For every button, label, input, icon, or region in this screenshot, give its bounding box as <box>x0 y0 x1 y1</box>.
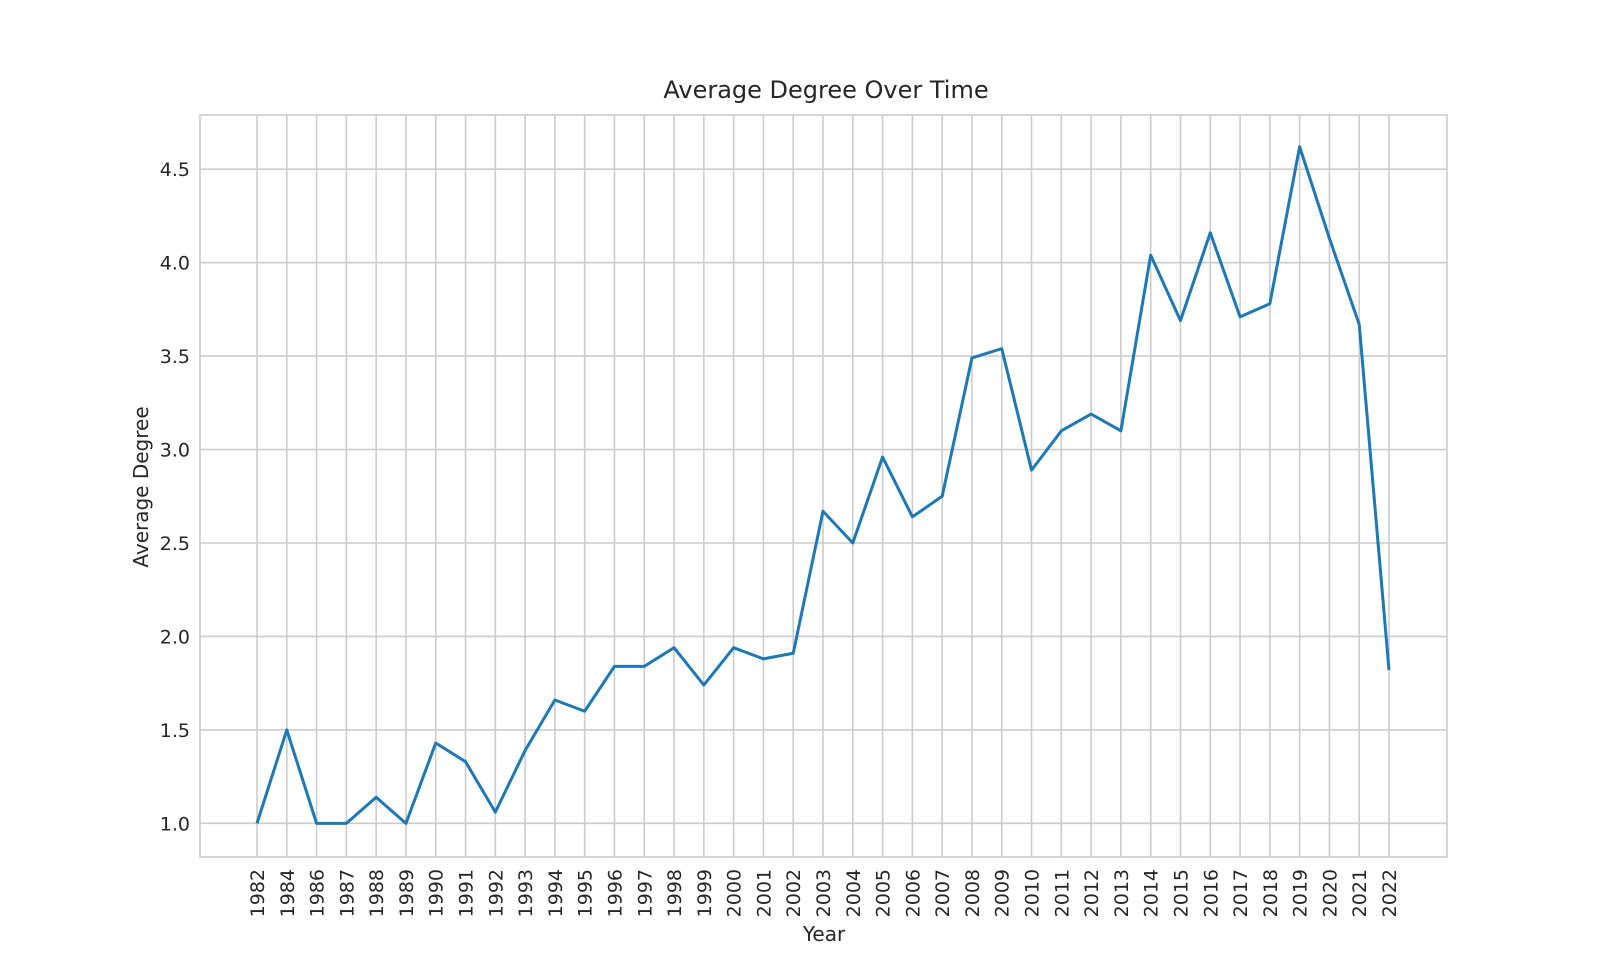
x-tick-label: 2000 <box>724 869 746 917</box>
y-tick-label: 4.0 <box>160 253 190 275</box>
data-point <box>1119 429 1122 432</box>
x-tick-label: 2001 <box>753 869 775 917</box>
x-tick-label: 2007 <box>932 869 954 917</box>
data-point <box>315 822 318 825</box>
data-point <box>1298 145 1301 148</box>
x-tick-label: 2022 <box>1379 869 1401 917</box>
series-layer <box>255 145 1391 825</box>
x-tick-label: 2006 <box>902 869 924 917</box>
data-point <box>1388 669 1391 672</box>
y-tick-label: 1.5 <box>160 720 190 742</box>
data-point <box>1030 469 1033 472</box>
x-tick-label: 1992 <box>485 869 507 917</box>
x-tick-label: 2019 <box>1290 869 1312 917</box>
x-tick-label: 2014 <box>1141 869 1163 917</box>
y-tick-labels: 1.0 1.5 2.0 2.5 3.0 3.5 4.0 4.5 <box>160 159 190 835</box>
x-tick-label: 1984 <box>277 869 299 917</box>
grid-lines <box>200 115 1447 857</box>
x-tick-label: 2005 <box>873 869 895 917</box>
x-tick-label: 1990 <box>426 869 448 917</box>
x-tick-label: 2015 <box>1170 869 1192 917</box>
data-point <box>1328 237 1331 240</box>
data-point <box>643 665 646 668</box>
data-point <box>494 811 497 814</box>
chart-title: Average Degree Over Time <box>663 76 988 104</box>
x-tick-label: 1987 <box>336 869 358 917</box>
x-tick-label: 1994 <box>545 869 567 917</box>
data-point <box>345 822 348 825</box>
data-point <box>851 542 854 545</box>
series-line <box>255 145 1391 825</box>
x-tick-label: 2003 <box>813 869 835 917</box>
x-tick-label: 1996 <box>604 869 626 917</box>
x-tick-label: 1998 <box>664 869 686 917</box>
data-point <box>1239 315 1242 318</box>
data-point <box>970 356 973 359</box>
x-tick-label: 2010 <box>1022 869 1044 917</box>
data-point <box>553 699 556 702</box>
x-tick-label: 1989 <box>396 869 418 917</box>
data-point <box>702 684 705 687</box>
data-point <box>256 822 259 825</box>
x-tick-label: 2012 <box>1081 869 1103 917</box>
x-tick-label: 2011 <box>1051 869 1073 917</box>
x-tick-label: 2018 <box>1260 869 1282 917</box>
x-tick-label: 2016 <box>1200 869 1222 917</box>
data-point <box>673 646 676 649</box>
x-tick-label: 2004 <box>843 869 865 917</box>
x-tick-label: 2021 <box>1349 869 1371 917</box>
data-point <box>1358 323 1361 326</box>
x-tick-label: 1982 <box>247 869 269 917</box>
data-point <box>792 652 795 655</box>
data-point <box>434 741 437 744</box>
data-point <box>941 495 944 498</box>
x-tick-label: 1988 <box>366 869 388 917</box>
data-point <box>762 657 765 660</box>
data-point <box>1209 231 1212 234</box>
data-point <box>464 760 467 763</box>
data-point <box>822 510 825 513</box>
x-axis-label: Year <box>802 922 846 946</box>
y-axis-label: Average Degree <box>129 406 153 567</box>
x-tick-label: 2008 <box>962 869 984 917</box>
x-tick-label: 2013 <box>1111 869 1133 917</box>
data-point <box>1000 347 1003 350</box>
x-tick-label: 2017 <box>1230 869 1252 917</box>
y-tick-label: 3.5 <box>160 346 190 368</box>
y-tick-label: 3.0 <box>160 440 190 462</box>
data-point <box>285 728 288 731</box>
data-point <box>1060 429 1063 432</box>
x-tick-label: 1997 <box>634 869 656 917</box>
y-tick-label: 4.5 <box>160 159 190 181</box>
x-tick-label: 1991 <box>456 869 478 917</box>
data-point <box>583 710 586 713</box>
x-tick-label: 1999 <box>694 869 716 917</box>
data-point <box>613 665 616 668</box>
y-tick-label: 2.0 <box>160 626 190 648</box>
y-tick-label: 1.0 <box>160 813 190 835</box>
x-tick-label: 2020 <box>1319 869 1341 917</box>
x-tick-label: 1993 <box>515 869 537 917</box>
y-tick-label: 2.5 <box>160 533 190 555</box>
data-point <box>881 456 884 459</box>
x-tick-label: 1995 <box>575 869 597 917</box>
data-point <box>524 749 527 752</box>
x-tick-label: 2009 <box>992 869 1014 917</box>
data-point <box>1268 302 1271 305</box>
data-point <box>404 822 407 825</box>
data-point <box>375 796 378 799</box>
data-point <box>1179 319 1182 322</box>
data-point <box>911 515 914 518</box>
plot-frame <box>199 114 1448 858</box>
x-tick-labels: 1982 1984 1986 1987 1988 1989 1990 1991 1992 1993… <box>247 869 1401 917</box>
x-tick-label: 1986 <box>307 869 329 917</box>
data-point <box>1149 254 1152 257</box>
data-point <box>1090 413 1093 416</box>
x-tick-label: 2002 <box>783 869 805 917</box>
data-point <box>732 646 735 649</box>
